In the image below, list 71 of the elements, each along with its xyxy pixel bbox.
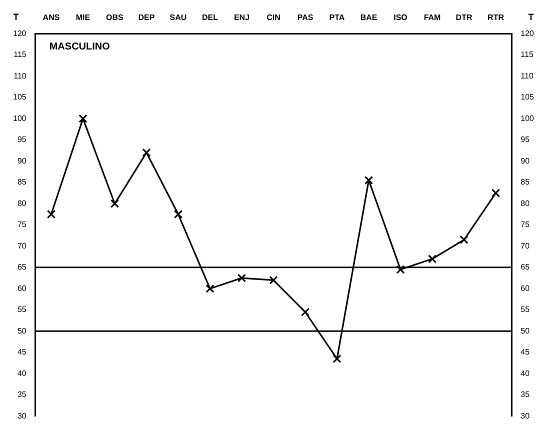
- y2-tick-label: 35: [520, 390, 530, 400]
- point: [396, 265, 405, 274]
- x-tick-label: OBS: [106, 13, 124, 22]
- point: [46, 210, 56, 219]
- y-tick-label: 60: [17, 284, 27, 293]
- point: [428, 254, 437, 264]
- y-tick-label: 115: [14, 50, 27, 60]
- y-tick-label: 100: [12, 114, 27, 123]
- y-tick-label: 95: [17, 135, 27, 144]
- x-tick-label: DEP: [138, 13, 156, 22]
- y-tick-label: 80: [17, 198, 27, 208]
- y-tick-label: 30: [17, 411, 27, 420]
- x-tick-label: ENJ: [234, 13, 250, 22]
- y-tick-label: 65: [17, 262, 27, 272]
- y2-tick-label: 60: [520, 284, 530, 293]
- x-tick-label: MIE: [76, 13, 91, 22]
- y-tick-label: 50: [17, 326, 27, 336]
- y-tick-label: 35: [17, 390, 27, 400]
- y2-axis-title: T: [528, 12, 534, 22]
- point: [174, 210, 183, 219]
- x-tick-label: RTR: [488, 13, 504, 22]
- y-tick-label: 85: [17, 178, 27, 187]
- x-tick-label: DEL: [202, 13, 218, 22]
- y2-tick-label: 100: [520, 114, 535, 123]
- x-tick-label: PTA: [329, 13, 345, 22]
- point: [300, 308, 310, 316]
- y-tick-label: 120: [12, 28, 27, 38]
- point: [491, 188, 500, 198]
- x-tick-label: ISO: [394, 13, 408, 22]
- y2-tick-label: 85: [520, 178, 530, 187]
- y2-tick-label: 70: [520, 241, 530, 250]
- y2-tick-label: 110: [520, 71, 534, 80]
- point: [332, 354, 342, 364]
- x-tick-label: PAS: [297, 13, 314, 22]
- y2-tick-label: 115: [520, 50, 534, 60]
- y2-tick-label: 40: [520, 368, 530, 378]
- y-tick-label: 55: [17, 305, 27, 314]
- y-tick-label: 110: [14, 71, 27, 80]
- y2-tick-label: 120: [520, 28, 535, 38]
- y2-tick-label: 95: [520, 135, 530, 144]
- x-tick-label: DTR: [456, 13, 472, 22]
- y2-tick-label: 30: [520, 411, 530, 420]
- point: [78, 114, 88, 123]
- y-tick-label: 40: [17, 368, 27, 378]
- y-tick-label: 70: [17, 241, 27, 250]
- y-tick-label: 90: [17, 156, 27, 166]
- y2-tick-label: 105: [520, 92, 535, 102]
- y-tick-label: 75: [17, 220, 27, 230]
- y2-tick-label: 55: [520, 305, 530, 314]
- point: [142, 148, 151, 157]
- y2-tick-label: 90: [520, 156, 530, 166]
- y2-tick-label: 75: [520, 220, 530, 230]
- y2-tick-label: 80: [520, 198, 530, 208]
- x-tick-label: CIN: [266, 13, 281, 22]
- x-tick-label: SAU: [170, 13, 187, 22]
- point: [110, 199, 120, 208]
- text: MASCULINO: [49, 41, 110, 52]
- point: [269, 276, 278, 284]
- point: [237, 274, 246, 282]
- x-tick-label: FAM: [424, 13, 442, 22]
- y-tick-label: 105: [12, 92, 27, 102]
- x-tick-label: ANS: [42, 13, 60, 22]
- point: [206, 284, 214, 293]
- y-axis-title: T: [13, 12, 20, 22]
- x-tick-label: BAE: [360, 13, 378, 22]
- y2-tick-label: 65: [520, 262, 530, 272]
- point: [364, 176, 374, 185]
- y2-tick-label: 50: [520, 326, 530, 336]
- y2-tick-label: 45: [520, 348, 530, 357]
- y-tick-label: 45: [17, 348, 27, 357]
- point: [460, 235, 468, 244]
